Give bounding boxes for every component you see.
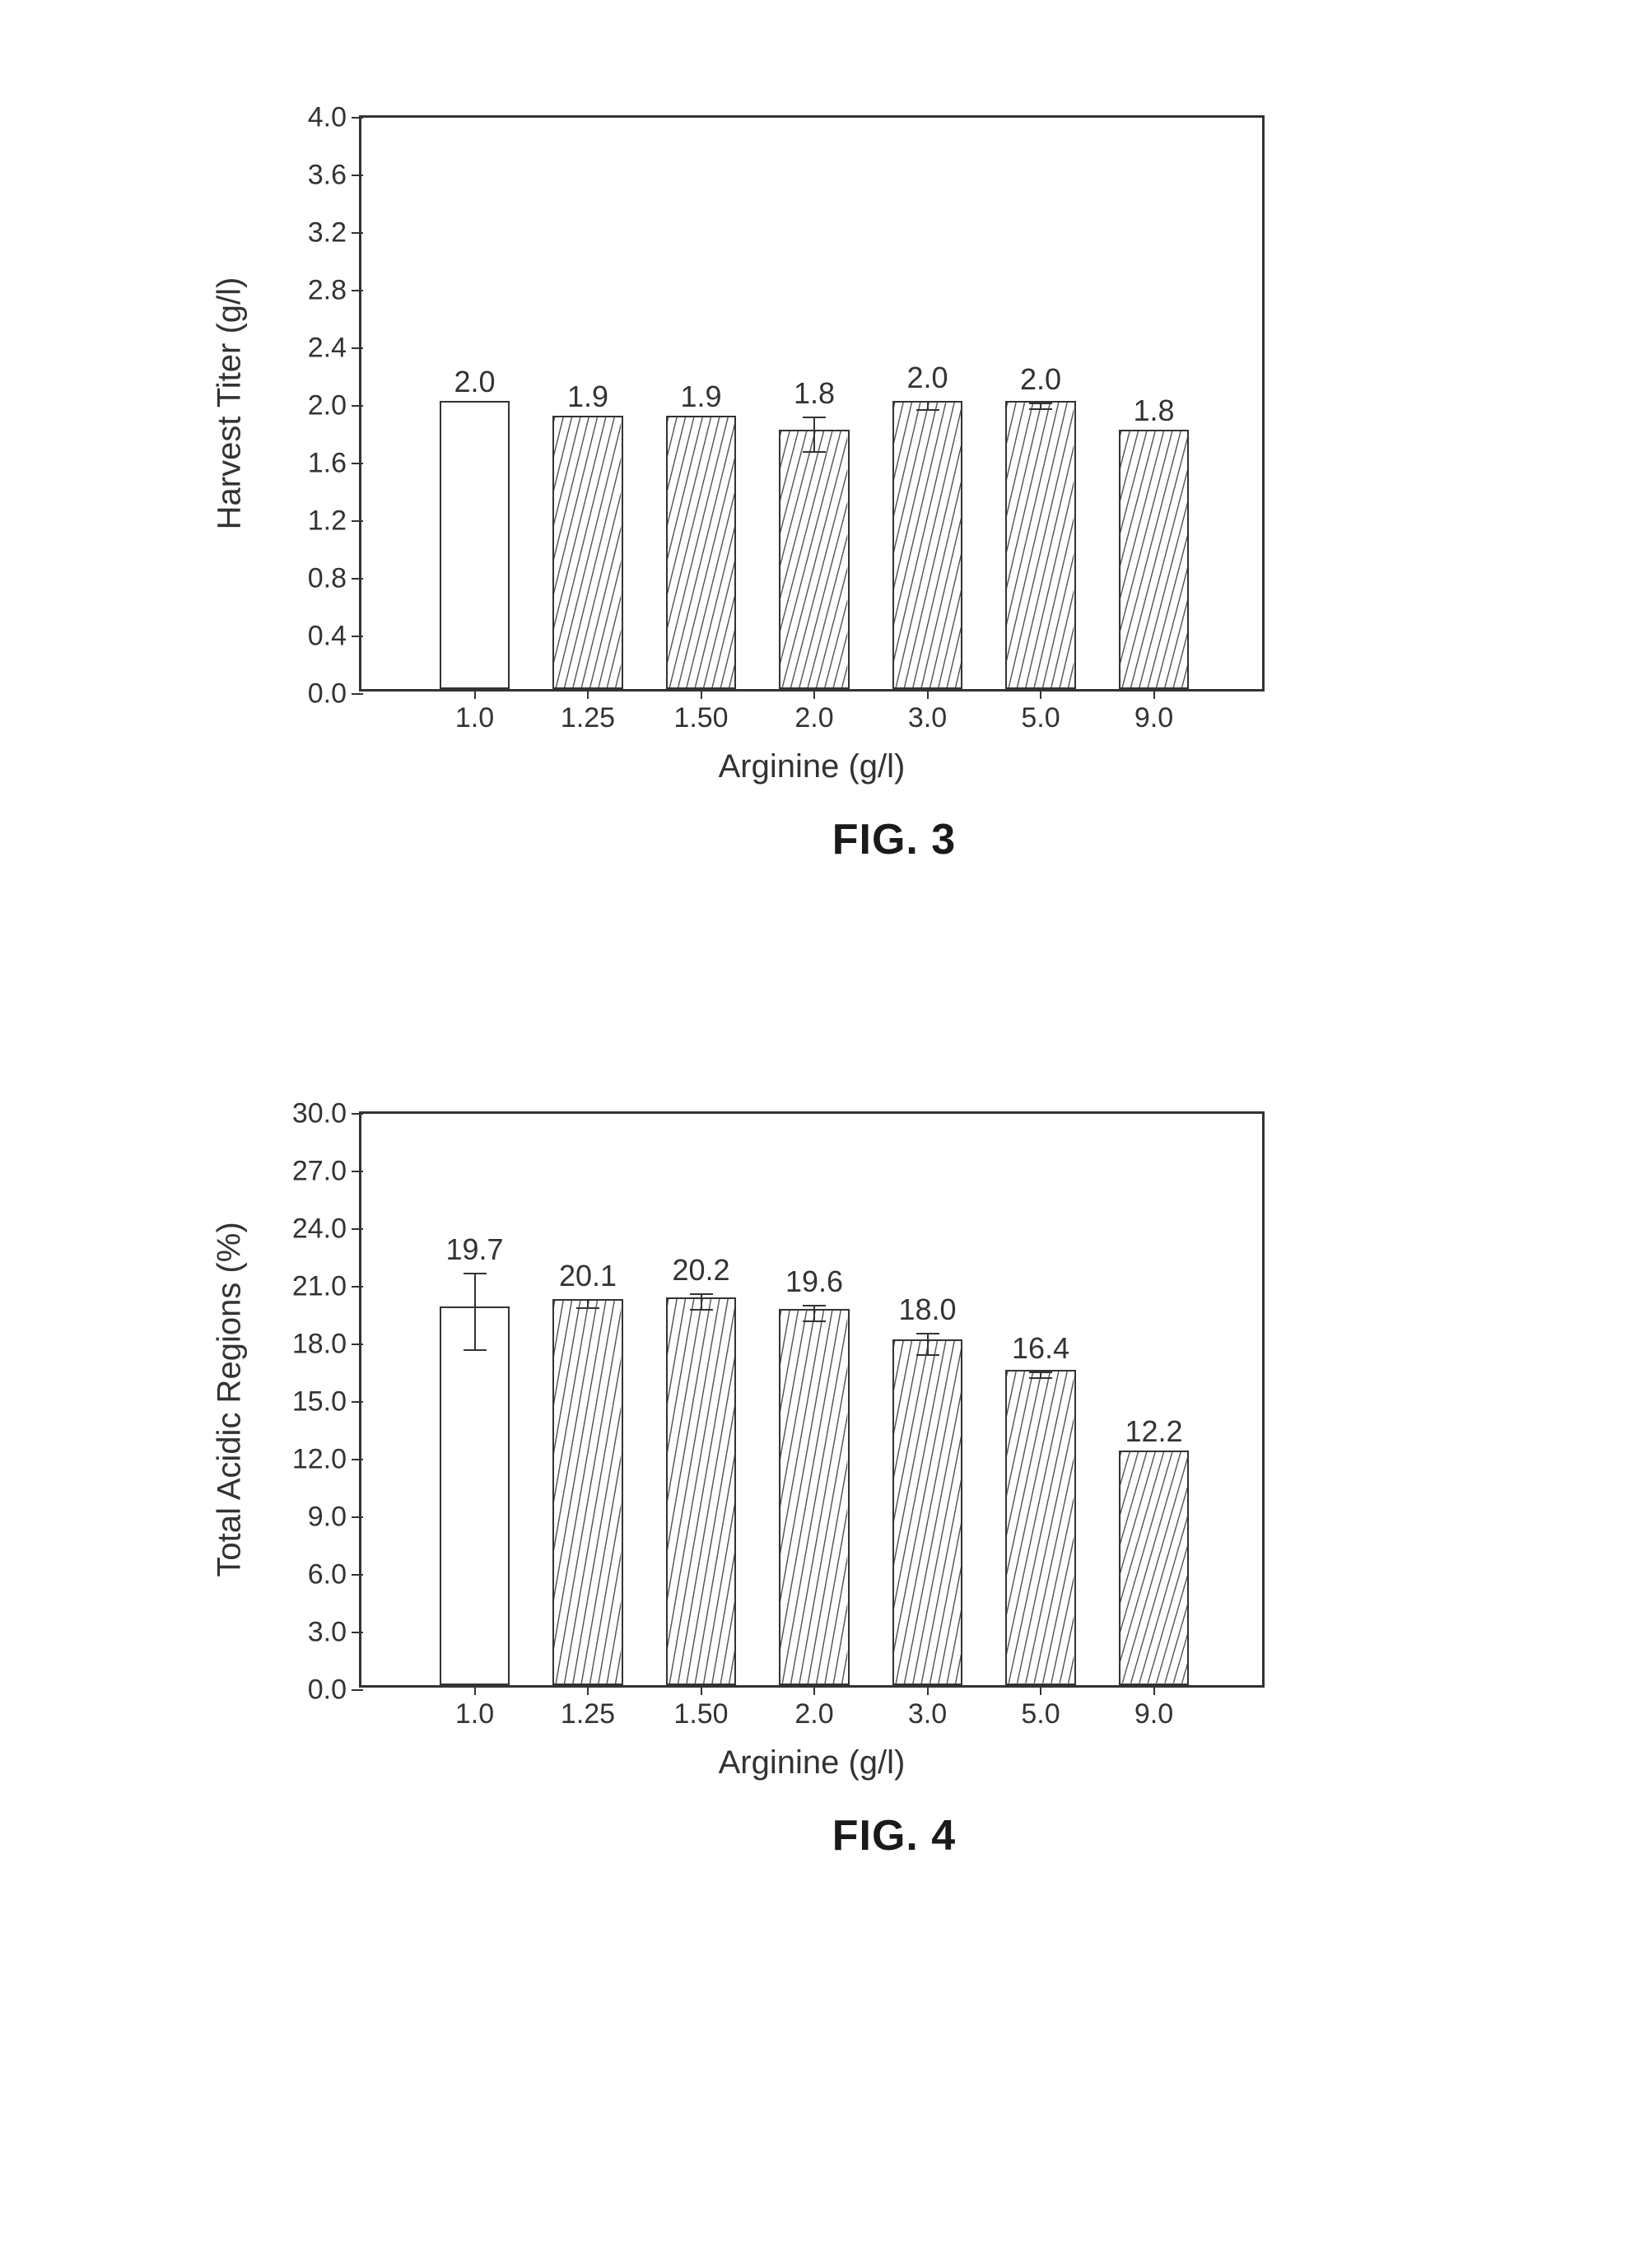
x-tick-label: 9.0	[1134, 1685, 1173, 1730]
y-tick-label: 12.0	[292, 1444, 361, 1476]
errorbar-stem	[927, 1334, 929, 1355]
bar-value-label: 1.8	[794, 376, 835, 411]
errorbar-cap	[916, 409, 939, 411]
y-tick-label: 0.0	[308, 1674, 361, 1707]
y-tick-label: 30.0	[292, 1098, 361, 1130]
bar-value-label: 20.2	[672, 1253, 729, 1288]
y-tick-label: 3.2	[308, 217, 361, 249]
y-tick-label: 2.0	[308, 390, 361, 422]
x-tick-label: 1.50	[673, 1685, 728, 1730]
fig3-plot-area: 0.00.40.81.21.62.02.42.83.23.64.0Harvest…	[359, 115, 1265, 692]
hatched-bar	[666, 1297, 736, 1685]
fig4-chart: 0.03.06.09.012.015.018.021.024.027.030.0…	[359, 1111, 1429, 1861]
y-tick-label: 9.0	[308, 1502, 361, 1534]
errorbar-cap	[803, 1305, 826, 1306]
errorbar-cap	[916, 1333, 939, 1334]
errorbar-stem	[474, 1274, 476, 1350]
hatched-bar	[892, 401, 962, 689]
y-tick-label: 21.0	[292, 1271, 361, 1303]
x-axis-title: Arginine (g/l)	[719, 748, 906, 785]
errorbar-stem	[701, 1294, 702, 1310]
x-tick-label: 1.25	[561, 689, 615, 734]
fig4-plot-area: 0.03.06.09.012.015.018.021.024.027.030.0…	[359, 1111, 1265, 1688]
y-tick-label: 0.8	[308, 563, 361, 595]
x-tick-label: 5.0	[1021, 1685, 1060, 1730]
x-tick-label: 1.50	[673, 689, 728, 734]
bar-value-label: 16.4	[1012, 1331, 1069, 1366]
errorbar-cap	[464, 1273, 487, 1274]
bar-value-label: 1.9	[680, 380, 721, 414]
y-tick-label: 0.0	[308, 678, 361, 710]
x-tick-label: 9.0	[1134, 689, 1173, 734]
errorbar-cap	[690, 1293, 713, 1295]
x-tick-label: 2.0	[794, 689, 833, 734]
x-tick-label: 1.0	[455, 1685, 494, 1730]
bar-value-label: 19.6	[785, 1264, 843, 1299]
hatched-bar	[1005, 401, 1075, 689]
bar-value-label: 2.0	[1020, 362, 1061, 397]
errorbar-cap	[690, 1309, 713, 1311]
y-tick-label: 18.0	[292, 1329, 361, 1361]
bar-value-label: 1.8	[1133, 394, 1174, 428]
bar-value-label: 2.0	[906, 361, 948, 395]
bar-value-label: 18.0	[898, 1292, 956, 1327]
hatched-bar	[779, 430, 849, 689]
errorbar-cap	[576, 1307, 599, 1309]
hatched-bar	[779, 1309, 849, 1685]
errorbar-cap	[1029, 1377, 1052, 1379]
x-tick-label: 3.0	[908, 1685, 947, 1730]
y-tick-label: 15.0	[292, 1386, 361, 1418]
hatched-bar	[1119, 1451, 1189, 1685]
x-axis-title: Arginine (g/l)	[719, 1744, 906, 1781]
x-tick-label: 1.25	[561, 1685, 615, 1730]
errorbar-cap	[1029, 408, 1052, 410]
fig4-caption: FIG. 4	[359, 1811, 1429, 1861]
page-root: 0.0 0.4 0.8 1.2 1.6 2.0 2.4 2.8 3.2 3.6 4.0 Harvest…	[0, 0, 1640, 2268]
y-tick-label: 2.8	[308, 275, 361, 307]
hatched-bar	[1119, 430, 1189, 689]
bar-value-label: 19.7	[445, 1232, 503, 1267]
errorbar-cap	[464, 1349, 487, 1351]
y-tick-label: 6.0	[308, 1559, 361, 1591]
fig3-chart: 0.00.40.81.21.62.02.42.83.23.64.0Harvest…	[359, 115, 1429, 864]
errorbar-cap	[1029, 403, 1052, 404]
bar-value-label: 12.2	[1125, 1414, 1182, 1449]
fig3-caption: FIG. 3	[359, 815, 1429, 864]
y-axis-title: Total Acidic Regions (%)	[212, 1222, 249, 1576]
plain-bar	[440, 1306, 510, 1685]
hatched-bar	[892, 1339, 962, 1685]
x-tick-label: 1.0	[455, 689, 494, 734]
y-tick-label: 1.6	[308, 448, 361, 480]
errorbar-cap	[916, 401, 939, 403]
x-tick-label: 2.0	[794, 1685, 833, 1730]
y-tick-label: 2.4	[308, 333, 361, 365]
hatched-bar	[1005, 1370, 1075, 1685]
errorbar-cap	[576, 1299, 599, 1301]
bar-value-label: 2.0	[454, 365, 495, 399]
x-tick-label: 5.0	[1021, 689, 1060, 734]
y-tick-label: 4.0	[308, 102, 361, 134]
y-tick-label: 24.0	[292, 1213, 361, 1246]
y-tick-label: 0.4	[308, 621, 361, 653]
errorbar-stem	[813, 417, 815, 452]
y-axis-title: Harvest Titer (g/l)	[212, 277, 249, 530]
bar-value-label: 20.1	[559, 1259, 617, 1293]
errorbar-cap	[916, 1354, 939, 1356]
errorbar-stem	[813, 1306, 815, 1321]
y-tick-label: 3.6	[308, 160, 361, 192]
y-tick-label: 1.2	[308, 505, 361, 538]
errorbar-cap	[1029, 1372, 1052, 1373]
x-tick-label: 3.0	[908, 689, 947, 734]
errorbar-cap	[803, 1320, 826, 1322]
hatched-bar	[666, 416, 736, 690]
hatched-bar	[552, 416, 622, 690]
bar-value-label: 1.9	[567, 380, 608, 414]
errorbar-cap	[803, 451, 826, 453]
y-tick-label: 27.0	[292, 1156, 361, 1188]
errorbar-cap	[803, 417, 826, 418]
hatched-bar	[552, 1299, 622, 1685]
plain-bar	[440, 401, 510, 689]
y-tick-label: 3.0	[308, 1617, 361, 1649]
